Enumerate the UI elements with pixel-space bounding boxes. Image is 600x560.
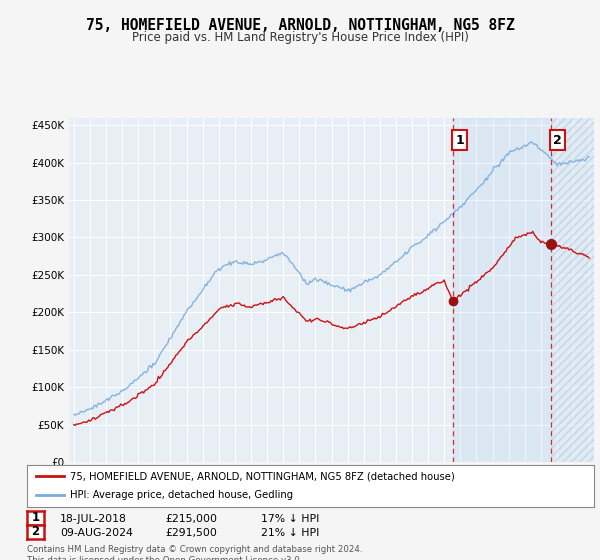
Bar: [551, 118, 594, 462]
Text: 2: 2: [31, 525, 40, 538]
Text: Price paid vs. HM Land Registry's House Price Index (HPI): Price paid vs. HM Land Registry's House …: [131, 31, 469, 44]
Text: 75, HOMEFIELD AVENUE, ARNOLD, NOTTINGHAM, NG5 8FZ: 75, HOMEFIELD AVENUE, ARNOLD, NOTTINGHAM…: [86, 18, 514, 33]
Text: 17% ↓ HPI: 17% ↓ HPI: [261, 514, 319, 524]
Text: 2: 2: [553, 134, 562, 147]
Text: £215,000: £215,000: [165, 514, 217, 524]
Text: 75, HOMEFIELD AVENUE, ARNOLD, NOTTINGHAM, NG5 8FZ (detached house): 75, HOMEFIELD AVENUE, ARNOLD, NOTTINGHAM…: [70, 471, 454, 481]
Text: 1: 1: [455, 134, 464, 147]
Text: Contains HM Land Registry data © Crown copyright and database right 2024.
This d: Contains HM Land Registry data © Crown c…: [27, 545, 362, 560]
Text: 09-AUG-2024: 09-AUG-2024: [60, 528, 133, 538]
Text: 1: 1: [31, 511, 40, 524]
Text: 21% ↓ HPI: 21% ↓ HPI: [261, 528, 319, 538]
Bar: [453, 118, 551, 462]
Text: 18-JUL-2018: 18-JUL-2018: [60, 514, 127, 524]
Text: HPI: Average price, detached house, Gedling: HPI: Average price, detached house, Gedl…: [70, 491, 293, 501]
Text: £291,500: £291,500: [165, 528, 217, 538]
